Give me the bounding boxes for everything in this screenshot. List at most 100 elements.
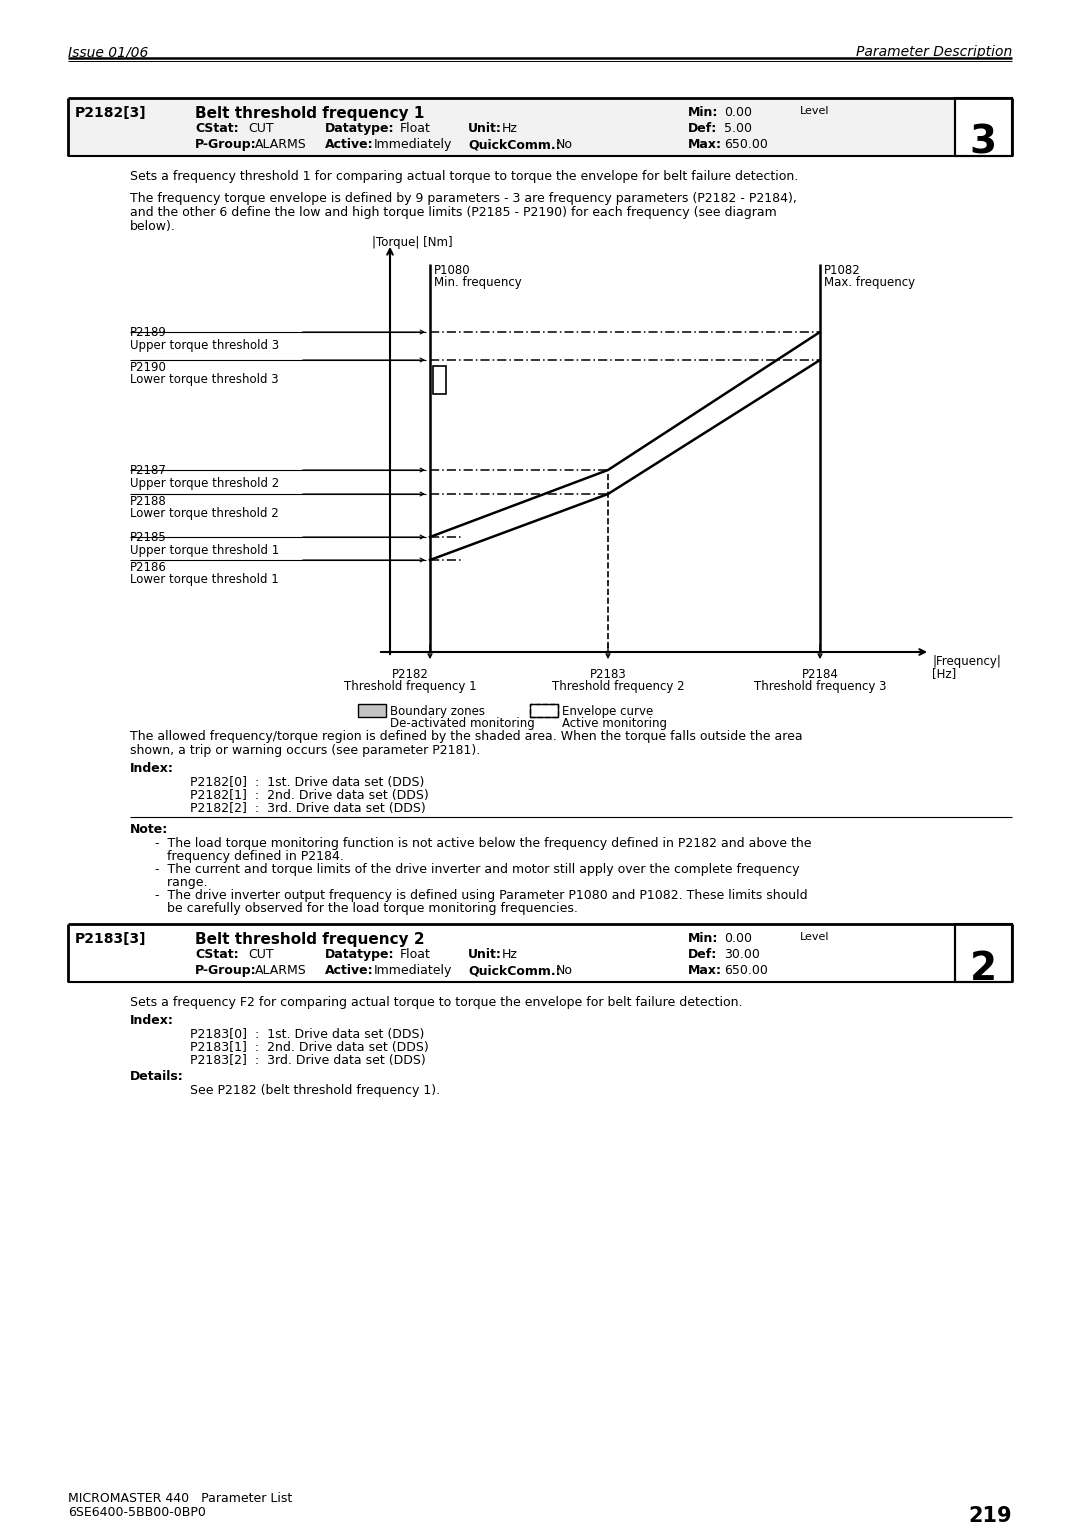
Text: Threshold frequency 3: Threshold frequency 3 [754, 680, 887, 694]
Text: 3: 3 [970, 124, 997, 162]
Text: MICROMASTER 440   Parameter List: MICROMASTER 440 Parameter List [68, 1491, 293, 1505]
Text: QuickComm.:: QuickComm.: [468, 964, 561, 976]
Text: range.: range. [156, 876, 207, 889]
Bar [433, 367, 446, 394]
Bar [357, 704, 386, 717]
Text: Lower torque threshold 3: Lower torque threshold 3 [130, 373, 279, 387]
Text: Max. frequency: Max. frequency [824, 277, 915, 289]
Bar [357, 704, 386, 717]
Text: Lower torque threshold 2: Lower torque threshold 2 [130, 507, 279, 520]
Text: Boundary zones: Boundary zones [390, 704, 485, 718]
Text: P2182[3]: P2182[3] [75, 105, 147, 121]
Text: |Frequency|: |Frequency| [932, 656, 1001, 668]
Text: QuickComm.:: QuickComm.: [468, 138, 561, 151]
Text: Index:: Index: [130, 1015, 174, 1027]
Text: 30.00: 30.00 [724, 947, 760, 961]
Text: 6SE6400-5BB00-0BP0: 6SE6400-5BB00-0BP0 [68, 1507, 206, 1519]
Text: Hz: Hz [502, 122, 518, 134]
Text: P2188: P2188 [130, 495, 166, 507]
Text: below).: below). [130, 220, 176, 232]
Text: P2183[2]  :  3rd. Drive data set (DDS): P2183[2] : 3rd. Drive data set (DDS) [190, 1054, 426, 1067]
Text: Threshold frequency 2: Threshold frequency 2 [552, 680, 685, 694]
Text: CUT: CUT [248, 122, 273, 134]
Text: Datatype:: Datatype: [325, 947, 394, 961]
Text: Index:: Index: [130, 762, 174, 775]
Text: P2182: P2182 [392, 668, 429, 681]
Text: Min. frequency: Min. frequency [434, 277, 522, 289]
Text: be carefully observed for the load torque monitoring frequencies.: be carefully observed for the load torqu… [156, 902, 578, 915]
Text: P-Group:: P-Group: [195, 964, 257, 976]
Text: No: No [556, 138, 573, 151]
Text: P2182[0]  :  1st. Drive data set (DDS): P2182[0] : 1st. Drive data set (DDS) [190, 776, 424, 788]
Text: -  The drive inverter output frequency is defined using Parameter P1080 and P108: - The drive inverter output frequency is… [156, 889, 808, 902]
Text: 219: 219 [969, 1507, 1012, 1526]
Text: Active:: Active: [325, 964, 374, 976]
Text: CStat:: CStat: [195, 122, 239, 134]
Text: Level: Level [800, 105, 829, 116]
Text: P2183[3]: P2183[3] [75, 932, 147, 946]
Text: P-Group:: P-Group: [195, 138, 257, 151]
Text: 650.00: 650.00 [724, 964, 768, 976]
Text: Details:: Details: [130, 1070, 184, 1083]
Text: Upper torque threshold 3: Upper torque threshold 3 [130, 339, 279, 351]
Text: Note:: Note: [130, 824, 168, 836]
Text: Def:: Def: [688, 122, 717, 134]
Text: Immediately: Immediately [374, 964, 453, 976]
Text: Min:: Min: [688, 105, 718, 119]
Text: ALARMS: ALARMS [255, 138, 307, 151]
Bar [955, 98, 1012, 156]
Text: P2186: P2186 [130, 561, 167, 575]
Text: Def:: Def: [688, 947, 717, 961]
Text: See P2182 (belt threshold frequency 1).: See P2182 (belt threshold frequency 1). [190, 1083, 441, 1097]
Text: P2183: P2183 [590, 668, 626, 681]
Bar [530, 704, 558, 717]
Text: Max:: Max: [688, 138, 723, 151]
Text: Hz: Hz [502, 947, 518, 961]
Text: 650.00: 650.00 [724, 138, 768, 151]
Text: P1080: P1080 [434, 264, 471, 277]
Text: Datatype:: Datatype: [325, 122, 394, 134]
Text: P2185: P2185 [130, 532, 166, 544]
Text: P2183[1]  :  2nd. Drive data set (DDS): P2183[1] : 2nd. Drive data set (DDS) [190, 1041, 429, 1054]
Text: Float: Float [400, 122, 431, 134]
Text: 0.00: 0.00 [724, 932, 752, 944]
Text: |Torque| [Nm]: |Torque| [Nm] [372, 235, 453, 249]
Text: P2182[1]  :  2nd. Drive data set (DDS): P2182[1] : 2nd. Drive data set (DDS) [190, 788, 429, 802]
Text: P2184: P2184 [801, 668, 838, 681]
Text: Issue 01/06: Issue 01/06 [68, 44, 148, 60]
Text: The frequency torque envelope is defined by 9 parameters - 3 are frequency param: The frequency torque envelope is defined… [130, 193, 797, 205]
Text: Belt threshold frequency 2: Belt threshold frequency 2 [195, 932, 424, 947]
Text: No: No [556, 964, 573, 976]
Text: P1082: P1082 [824, 264, 861, 277]
Text: Envelope curve: Envelope curve [562, 704, 653, 718]
Text: Belt threshold frequency 1: Belt threshold frequency 1 [195, 105, 424, 121]
Text: Upper torque threshold 1: Upper torque threshold 1 [130, 544, 280, 558]
Text: Lower torque threshold 1: Lower torque threshold 1 [130, 573, 279, 587]
Text: CUT: CUT [248, 947, 273, 961]
Text: ALARMS: ALARMS [255, 964, 307, 976]
Text: Immediately: Immediately [374, 138, 453, 151]
Text: 2: 2 [970, 950, 997, 989]
Text: P2183[0]  :  1st. Drive data set (DDS): P2183[0] : 1st. Drive data set (DDS) [190, 1028, 424, 1041]
Text: -  The load torque monitoring function is not active below the frequency defined: - The load torque monitoring function is… [156, 837, 811, 850]
Text: The allowed frequency/torque region is defined by the shaded area. When the torq: The allowed frequency/torque region is d… [130, 730, 802, 743]
Bar [530, 704, 558, 717]
Text: De-activated monitoring: De-activated monitoring [390, 717, 535, 730]
Text: shown, a trip or warning occurs (see parameter P2181).: shown, a trip or warning occurs (see par… [130, 744, 481, 756]
Text: P2189: P2189 [130, 325, 167, 339]
Text: P2182[2]  :  3rd. Drive data set (DDS): P2182[2] : 3rd. Drive data set (DDS) [190, 802, 426, 814]
Bar [68, 98, 955, 156]
Text: Unit:: Unit: [468, 122, 502, 134]
Text: Sets a frequency threshold 1 for comparing actual torque to torque the envelope : Sets a frequency threshold 1 for compari… [130, 170, 798, 183]
Text: Unit:: Unit: [468, 947, 502, 961]
Text: -  The current and torque limits of the drive inverter and motor still apply ove: - The current and torque limits of the d… [156, 863, 799, 876]
Text: frequency defined in P2184.: frequency defined in P2184. [156, 850, 343, 863]
Text: Active:: Active: [325, 138, 374, 151]
Text: 5.00: 5.00 [724, 122, 752, 134]
Text: P2187: P2187 [130, 465, 167, 477]
Text: Active monitoring: Active monitoring [562, 717, 667, 730]
Text: CStat:: CStat: [195, 947, 239, 961]
Text: Float: Float [400, 947, 431, 961]
Text: and the other 6 define the low and high torque limits (P2185 - P2190) for each f: and the other 6 define the low and high … [130, 206, 777, 219]
Text: P2190: P2190 [130, 361, 167, 374]
